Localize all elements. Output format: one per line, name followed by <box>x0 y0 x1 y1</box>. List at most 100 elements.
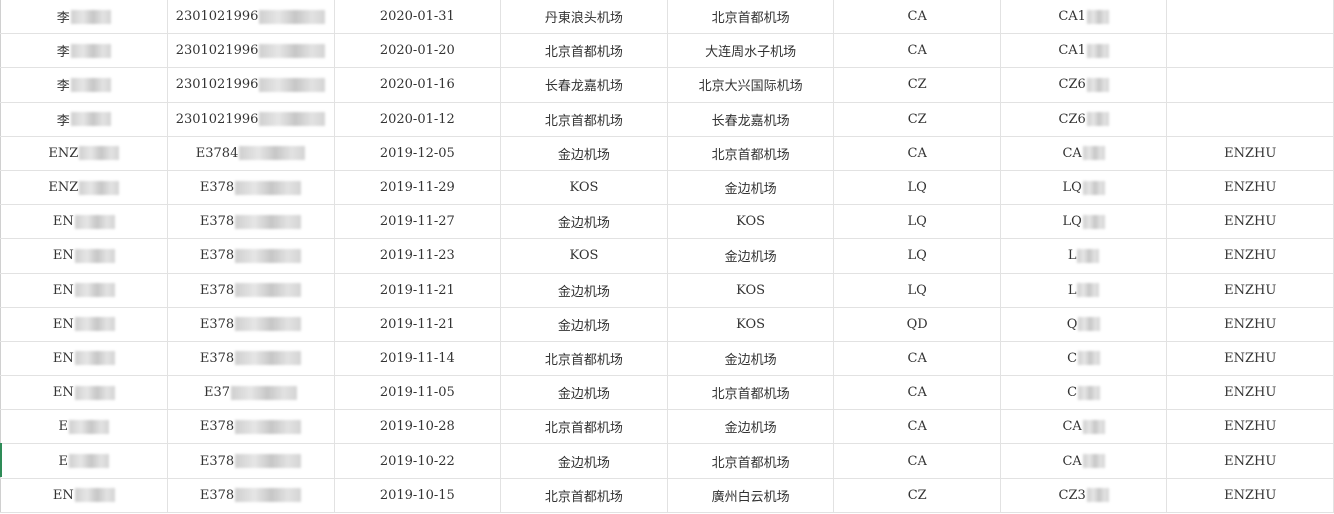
id-cell[interactable]: E37 <box>166 375 335 411</box>
arrival-cell[interactable]: 北京首都机场 <box>666 0 835 35</box>
passenger-cell[interactable]: ENZHU <box>1166 375 1334 411</box>
arrival-cell[interactable]: 北京大兴国际机场 <box>666 67 835 103</box>
name-cell[interactable]: 李 <box>0 0 168 35</box>
id-cell[interactable]: E378 <box>166 204 335 240</box>
departure-cell[interactable]: 北京首都机场 <box>500 340 668 377</box>
date-cell[interactable]: 2019-10-22 <box>333 443 502 479</box>
id-cell[interactable]: 2301021996 <box>166 67 335 103</box>
departure-cell[interactable]: 北京首都机场 <box>500 477 668 513</box>
id-cell[interactable]: E378 <box>166 340 335 377</box>
passenger-cell[interactable]: ENZHU <box>1166 443 1334 479</box>
passenger-cell[interactable] <box>1166 101 1334 137</box>
departure-cell[interactable]: KOS <box>500 238 668 274</box>
arrival-cell[interactable]: 北京首都机场 <box>666 135 835 171</box>
arrival-cell[interactable]: 廣州白云机场 <box>666 477 835 513</box>
name-cell[interactable]: EN <box>0 477 168 513</box>
id-cell[interactable]: E378 <box>166 477 335 513</box>
airline-cell[interactable]: CA <box>833 340 1001 377</box>
departure-cell[interactable]: 北京首都机场 <box>500 409 668 445</box>
date-cell[interactable]: 2020-01-16 <box>333 67 502 103</box>
departure-cell[interactable]: 北京首都机场 <box>500 101 668 137</box>
airline-cell[interactable]: CA <box>833 0 1001 35</box>
airline-cell[interactable]: LQ <box>833 238 1001 274</box>
passenger-cell[interactable]: ENZHU <box>1166 169 1334 206</box>
name-cell[interactable]: 李 <box>0 67 168 103</box>
arrival-cell[interactable]: 金边机场 <box>666 409 835 445</box>
name-cell[interactable]: 李 <box>0 101 168 137</box>
name-cell[interactable]: EN <box>0 340 168 377</box>
id-cell[interactable]: E378 <box>166 443 335 479</box>
date-cell[interactable]: 2019-11-14 <box>333 340 502 377</box>
date-cell[interactable]: 2019-11-27 <box>333 204 502 240</box>
airline-cell[interactable]: CA <box>833 375 1001 411</box>
date-cell[interactable]: 2019-12-05 <box>333 135 502 171</box>
passenger-cell[interactable] <box>1166 0 1334 35</box>
id-cell[interactable]: 2301021996 <box>166 0 335 35</box>
flight-cell[interactable]: CA <box>999 135 1168 171</box>
name-cell[interactable]: EN <box>0 272 168 308</box>
passenger-cell[interactable]: ENZHU <box>1166 409 1334 445</box>
departure-cell[interactable]: 金边机场 <box>500 443 668 479</box>
departure-cell[interactable]: 金边机场 <box>500 204 668 240</box>
name-cell[interactable]: EN <box>0 238 168 274</box>
airline-cell[interactable]: QD <box>833 306 1001 342</box>
passenger-cell[interactable]: ENZHU <box>1166 272 1334 308</box>
date-cell[interactable]: 2020-01-31 <box>333 0 502 35</box>
departure-cell[interactable]: 金边机场 <box>500 306 668 342</box>
date-cell[interactable]: 2019-11-29 <box>333 169 502 206</box>
name-cell[interactable]: EN <box>0 306 168 342</box>
date-cell[interactable]: 2019-11-21 <box>333 306 502 342</box>
departure-cell[interactable]: 丹東浪头机场 <box>500 0 668 35</box>
arrival-cell[interactable]: 金边机场 <box>666 169 835 206</box>
id-cell[interactable]: E378 <box>166 169 335 206</box>
flight-cell[interactable]: CA1 <box>999 0 1168 35</box>
airline-cell[interactable]: LQ <box>833 169 1001 206</box>
arrival-cell[interactable]: 北京首都机场 <box>666 443 835 479</box>
date-cell[interactable]: 2019-10-15 <box>333 477 502 513</box>
flight-cell[interactable]: Q <box>999 306 1168 342</box>
flight-cell[interactable]: C <box>999 375 1168 411</box>
flight-cell[interactable]: CA <box>999 443 1168 479</box>
flight-cell[interactable]: LQ <box>999 204 1168 240</box>
departure-cell[interactable]: KOS <box>500 169 668 206</box>
id-cell[interactable]: E378 <box>166 409 335 445</box>
id-cell[interactable]: E378 <box>166 238 335 274</box>
name-cell[interactable]: E <box>0 409 168 445</box>
passenger-cell[interactable]: ENZHU <box>1166 306 1334 342</box>
airline-cell[interactable]: CZ <box>833 101 1001 137</box>
name-cell[interactable]: EN <box>0 204 168 240</box>
airline-cell[interactable]: CA <box>833 33 1001 69</box>
id-cell[interactable]: 2301021996 <box>166 33 335 69</box>
passenger-cell[interactable]: ENZHU <box>1166 340 1334 377</box>
flight-cell[interactable]: C <box>999 340 1168 377</box>
airline-cell[interactable]: CZ <box>833 67 1001 103</box>
date-cell[interactable]: 2020-01-20 <box>333 33 502 69</box>
arrival-cell[interactable]: 金边机场 <box>666 340 835 377</box>
date-cell[interactable]: 2020-01-12 <box>333 101 502 137</box>
departure-cell[interactable]: 长春龙嘉机场 <box>500 67 668 103</box>
passenger-cell[interactable]: ENZHU <box>1166 238 1334 274</box>
id-cell[interactable]: 2301021996 <box>166 101 335 137</box>
airline-cell[interactable]: CZ <box>833 477 1001 513</box>
departure-cell[interactable]: 金边机场 <box>500 135 668 171</box>
name-cell[interactable]: E <box>0 443 168 479</box>
flight-cell[interactable]: L <box>999 272 1168 308</box>
arrival-cell[interactable]: 北京首都机场 <box>666 375 835 411</box>
departure-cell[interactable]: 金边机场 <box>500 272 668 308</box>
name-cell[interactable]: 李 <box>0 33 168 69</box>
flight-cell[interactable]: CZ6 <box>999 101 1168 137</box>
name-cell[interactable]: ENZ <box>0 135 168 171</box>
flight-cell[interactable]: LQ <box>999 169 1168 206</box>
date-cell[interactable]: 2019-10-28 <box>333 409 502 445</box>
arrival-cell[interactable]: 金边机场 <box>666 238 835 274</box>
airline-cell[interactable]: CA <box>833 409 1001 445</box>
date-cell[interactable]: 2019-11-05 <box>333 375 502 411</box>
name-cell[interactable]: ENZ <box>0 169 168 206</box>
arrival-cell[interactable]: KOS <box>666 272 835 308</box>
airline-cell[interactable]: LQ <box>833 204 1001 240</box>
arrival-cell[interactable]: KOS <box>666 204 835 240</box>
id-cell[interactable]: E378 <box>166 272 335 308</box>
departure-cell[interactable]: 金边机场 <box>500 375 668 411</box>
airline-cell[interactable]: CA <box>833 135 1001 171</box>
departure-cell[interactable]: 北京首都机场 <box>500 33 668 69</box>
